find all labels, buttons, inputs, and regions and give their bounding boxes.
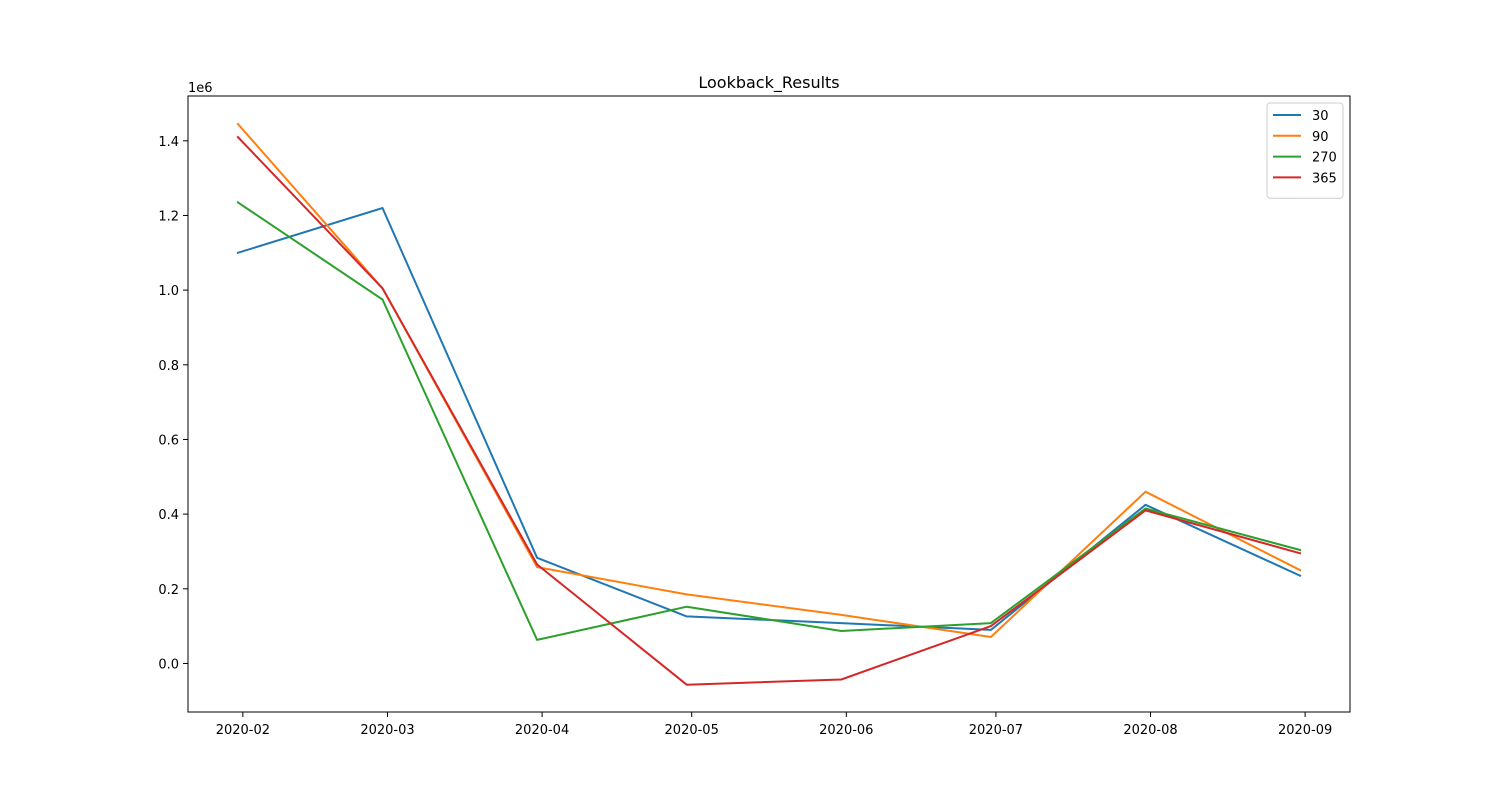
- y-tick-label: 1.2: [158, 209, 179, 224]
- legend-label-270: 270: [1312, 151, 1337, 166]
- y-tick-label: 1.0: [158, 284, 179, 299]
- y-tick-label: 0.4: [158, 508, 179, 523]
- x-tick-label: 2020-03: [360, 723, 414, 738]
- x-tick-label: 2020-09: [1278, 723, 1332, 738]
- plot-lines: [236, 122, 1302, 686]
- legend: 30 90 270 365: [1266, 102, 1344, 199]
- x-tick-label: 2020-08: [1123, 723, 1177, 738]
- x-tick-label: 2020-05: [665, 723, 719, 738]
- x-axis: 2020-02 2020-03 2020-04 2020-05 2020-06 2020-…: [216, 712, 1332, 738]
- legend-box: [1266, 102, 1344, 199]
- series-line-270: [236, 201, 1302, 641]
- y-axis: 0.0 0.2 0.4 0.6 0.8 1.0 1.2 1.4: [158, 135, 188, 672]
- x-tick-label: 2020-06: [819, 723, 873, 738]
- y-tick-label: 1.4: [158, 135, 179, 150]
- y-axis-offset-label: 1e6: [188, 81, 213, 96]
- y-tick-label: 0.8: [158, 359, 179, 374]
- y-tick-label: 0.2: [158, 583, 179, 598]
- chart-title: Lookback_Results: [698, 73, 839, 93]
- legend-label-365: 365: [1312, 171, 1337, 186]
- x-tick-label: 2020-04: [515, 723, 569, 738]
- y-tick-label: 0.6: [158, 433, 179, 448]
- plot-frame: [187, 95, 1351, 713]
- x-tick-label: 2020-07: [969, 723, 1023, 738]
- series-line-365: [236, 135, 1302, 686]
- series-line-30: [236, 207, 1302, 631]
- x-tick-label: 2020-02: [216, 723, 270, 738]
- series-line-90: [236, 122, 1302, 638]
- y-tick-label: 0.0: [158, 657, 179, 672]
- legend-label-30: 30: [1312, 109, 1329, 124]
- legend-label-90: 90: [1312, 130, 1329, 145]
